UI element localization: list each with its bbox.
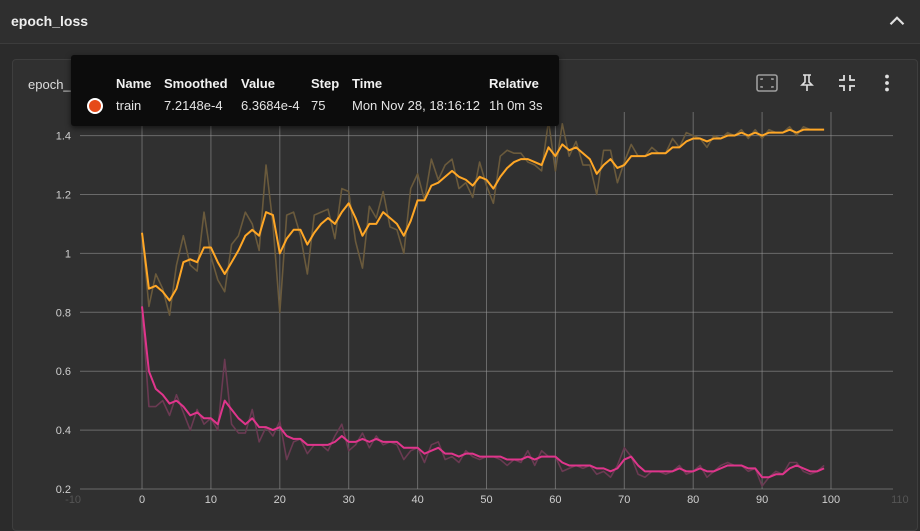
x-tick-label: 10 <box>205 494 217 506</box>
series-a-raw-line <box>141 120 825 317</box>
tooltip-header-value: Value <box>241 76 275 91</box>
tooltip-raw-value: 6.3684e-4 <box>241 98 300 113</box>
series-b-raw-line <box>141 306 825 487</box>
x-tick-label: 110 <box>891 494 909 506</box>
y-tick-label: 1.2 <box>56 189 71 201</box>
tooltip-smoothed-value: 7.2148e-4 <box>164 98 223 113</box>
series-color-dot <box>87 98 103 114</box>
data-tooltip: Name Smoothed Value Step Time Relative t… <box>71 55 559 126</box>
x-tick-label: 40 <box>411 494 423 506</box>
x-tick-label: 90 <box>756 494 768 506</box>
y-tick-label: 0.6 <box>56 366 71 378</box>
tooltip-run-name: train <box>116 98 142 113</box>
series-a-smoothed-line <box>141 128 825 302</box>
x-tick-label: 30 <box>343 494 355 506</box>
y-tick-label: 0.4 <box>56 425 71 437</box>
tooltip-header-name: Name <box>116 76 152 91</box>
x-tick-label: 70 <box>618 494 630 506</box>
section-title: epoch_loss <box>11 13 89 29</box>
x-tick-label: 80 <box>687 494 699 506</box>
x-tick-label: 20 <box>274 494 286 506</box>
tooltip-header-smoothed: Smoothed <box>164 76 228 91</box>
y-tick-label: 1 <box>65 248 71 260</box>
x-tick-label: 60 <box>549 494 561 506</box>
x-tick-label: 50 <box>480 494 492 506</box>
x-tick-label: 100 <box>822 494 840 506</box>
tooltip-header-time: Time <box>352 76 383 91</box>
pin-icon[interactable] <box>795 71 819 95</box>
series-b-smoothed-line <box>141 306 825 479</box>
section-header: epoch_loss <box>0 0 920 44</box>
x-tick-label: 0 <box>139 494 145 506</box>
fit-domain-icon[interactable] <box>755 71 779 95</box>
y-tick-label: 0.2 <box>56 484 71 496</box>
tooltip-step-value: 75 <box>311 98 326 113</box>
tooltip-header-step: Step <box>311 76 340 91</box>
tooltip-time-value: Mon Nov 28, 18:16:12 <box>352 98 480 113</box>
chevron-up-icon[interactable] <box>884 8 910 34</box>
y-tick-label: 1.4 <box>56 131 71 143</box>
collapse-icon[interactable] <box>835 71 859 95</box>
tooltip-relative-value: 1h 0m 3s <box>489 98 543 113</box>
tooltip-header-relative: Relative <box>489 76 539 91</box>
y-tick-label: 0.8 <box>56 307 71 319</box>
more-vert-icon[interactable] <box>875 71 899 95</box>
x-tick-label: -10 <box>65 494 81 506</box>
